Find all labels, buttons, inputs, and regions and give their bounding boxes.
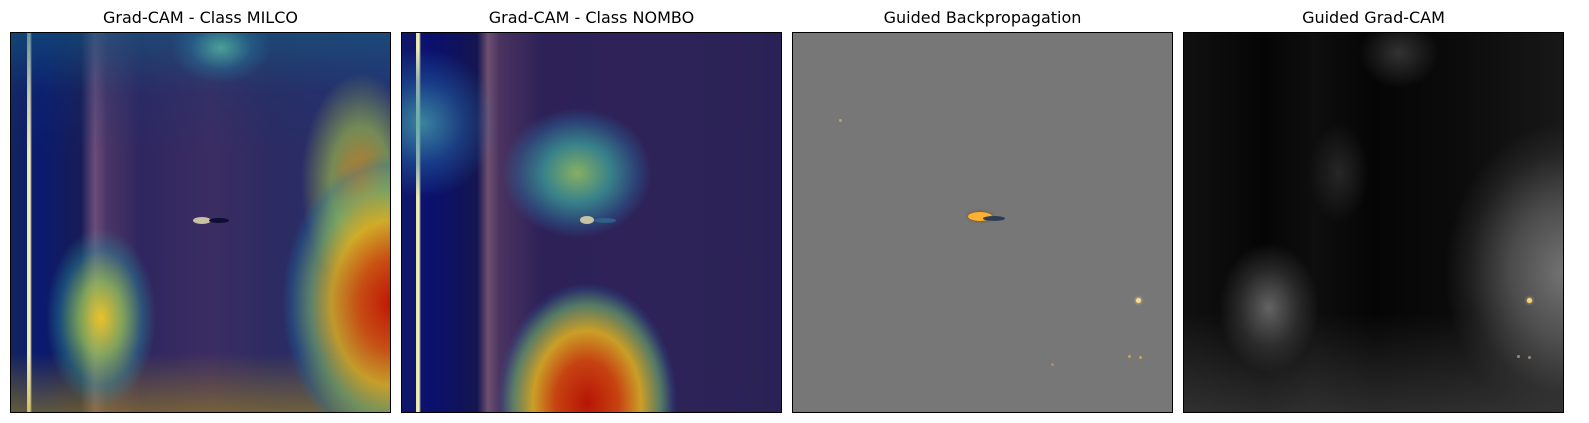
guided-gradcam-image — [1183, 32, 1564, 413]
panel-guided-backprop: Guided Backpropagation — [792, 0, 1173, 423]
target-echo — [580, 216, 594, 224]
target-shadow — [209, 218, 229, 223]
speck — [1517, 355, 1520, 358]
panel-gradcam-nombo: Grad-CAM - Class NOMBO — [401, 0, 782, 423]
target-highlight — [968, 212, 992, 221]
gradcam-nombo-image — [401, 32, 782, 413]
panel-title: Guided Grad-CAM — [1302, 8, 1445, 27]
panel-title: Grad-CAM - Class NOMBO — [488, 8, 695, 27]
gradcam-milco-image — [10, 32, 391, 413]
target-echo — [193, 217, 211, 224]
speck — [1528, 356, 1531, 359]
panel-title: Grad-CAM - Class MILCO — [103, 8, 298, 27]
guided-backprop-image — [792, 32, 1173, 413]
target-shadow — [983, 216, 1005, 221]
bright-spot — [1527, 298, 1532, 303]
speck — [1139, 356, 1142, 359]
speck — [1051, 363, 1054, 366]
panel-guided-gradcam: Guided Grad-CAM — [1183, 0, 1564, 423]
bright-spot — [1136, 298, 1141, 303]
speck — [1128, 355, 1131, 358]
target-shadow — [594, 218, 616, 223]
panel-title: Guided Backpropagation — [883, 8, 1082, 27]
panel-gradcam-milco: Grad-CAM - Class MILCO — [10, 0, 391, 423]
speck — [839, 119, 842, 122]
